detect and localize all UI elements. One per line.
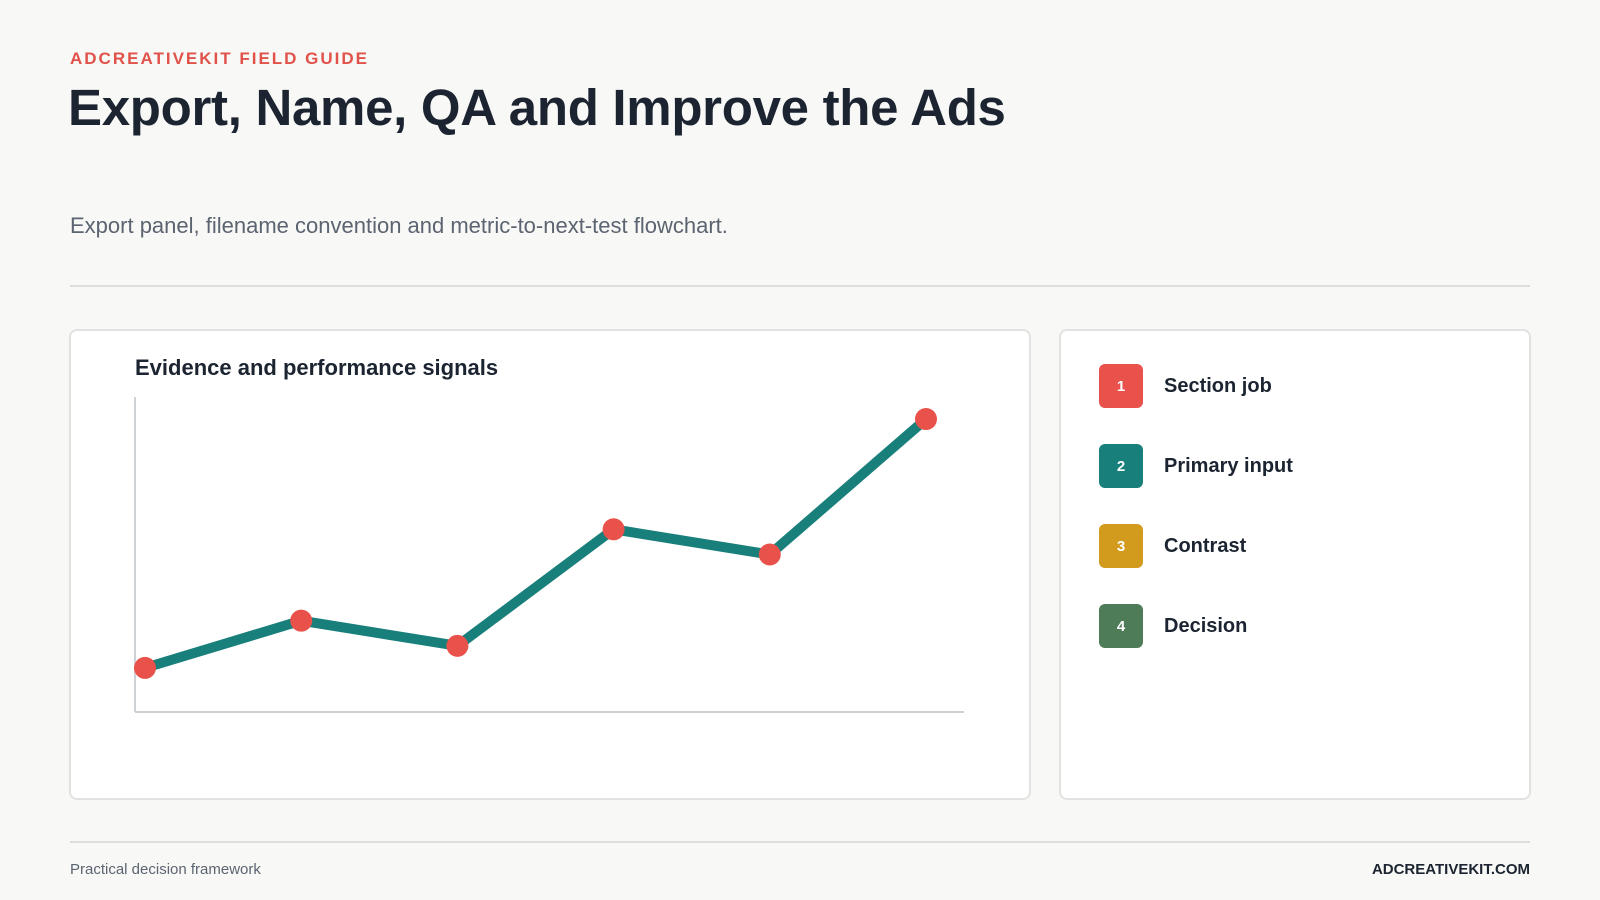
data-point-3 [446, 634, 469, 657]
legend-item-primary-input: 2 Primary input [1099, 444, 1293, 488]
legend-badge: 4 [1099, 604, 1143, 648]
legend-item-decision: 4 Decision [1099, 604, 1247, 648]
legend-card: 1 Section job 2 Primary input 3 Contrast… [1059, 329, 1531, 800]
footer-brand: ADCREATIVEKIT.COM [1371, 861, 1530, 878]
data-point-5 [758, 543, 781, 566]
top-divider [70, 285, 1530, 287]
data-point-2 [290, 609, 313, 632]
legend-item-contrast: 3 Contrast [1099, 524, 1246, 568]
legend-label: Decision [1164, 614, 1248, 637]
legend-badge: 1 [1099, 364, 1143, 408]
legend-item-section-job: 1 Section job [1099, 364, 1272, 408]
data-point-6 [915, 408, 937, 431]
bottom-divider [70, 841, 1530, 843]
chart-card: Evidence and performance signals [69, 329, 1031, 800]
page-title: Export, Name, QA and Improve the Ads [68, 79, 1006, 136]
page-subtitle: Export panel, filename convention and me… [70, 213, 728, 238]
legend-label: Primary input [1164, 454, 1293, 477]
legend-label: Contrast [1164, 534, 1247, 557]
data-point-4 [602, 518, 625, 541]
chart-title: Evidence and performance signals [135, 355, 499, 380]
legend-label: Section job [1164, 374, 1272, 397]
eyebrow-label: ADCREATIVEKIT FIELD GUIDE [70, 49, 370, 68]
legend-badge: 2 [1099, 444, 1143, 488]
data-point-1 [134, 656, 156, 679]
line-chart [134, 397, 964, 713]
legend-badge: 3 [1099, 524, 1143, 568]
series-line [140, 414, 931, 673]
footer-tagline: Practical decision framework [70, 861, 261, 878]
